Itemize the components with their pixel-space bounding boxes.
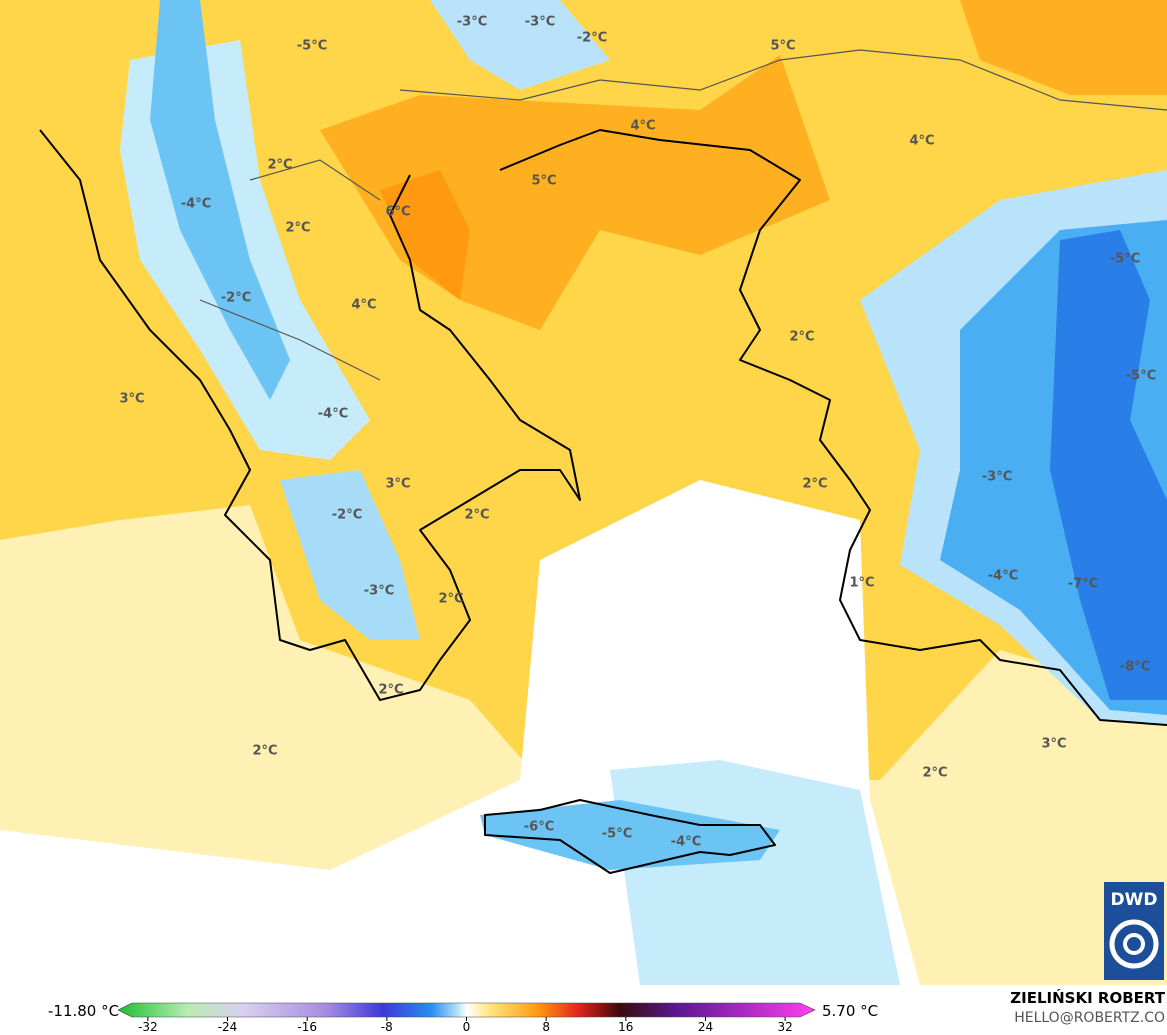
temperature-label: -5°C bbox=[602, 827, 632, 842]
logo-icon bbox=[1123, 933, 1145, 955]
colorbar-bar bbox=[117, 1002, 816, 1018]
temperature-label: -5°C bbox=[1126, 369, 1156, 384]
temperature-label: 3°C bbox=[385, 477, 410, 492]
temperature-label: 3°C bbox=[119, 392, 144, 407]
temperature-label: -4°C bbox=[671, 835, 701, 850]
temperature-label: 2°C bbox=[438, 592, 463, 607]
logo-icon bbox=[1109, 919, 1159, 969]
temperature-label: 2°C bbox=[378, 683, 403, 698]
temperature-label: 3°C bbox=[1041, 737, 1066, 752]
temperature-label: 2°C bbox=[789, 330, 814, 345]
field bbox=[610, 760, 900, 985]
temperature-label: -4°C bbox=[181, 197, 211, 212]
field bbox=[380, 170, 470, 300]
colorbar-min: -11.80 °C bbox=[48, 1002, 119, 1020]
field bbox=[280, 470, 420, 640]
coastline bbox=[39, 129, 581, 701]
colorbar-tick-label: 24 bbox=[698, 1020, 713, 1034]
field bbox=[430, 0, 610, 90]
colorbar-tick-label: -8 bbox=[381, 1020, 393, 1034]
border bbox=[399, 49, 1167, 111]
colorbar-tick-label: -24 bbox=[218, 1020, 238, 1034]
temperature-label: 2°C bbox=[802, 477, 827, 492]
temperature-label: -2°C bbox=[221, 291, 251, 306]
temperature-label: 2°C bbox=[922, 766, 947, 781]
temperature-label: -4°C bbox=[988, 569, 1018, 584]
field bbox=[1050, 230, 1167, 700]
colorbar-tick-label: -16 bbox=[297, 1020, 317, 1034]
temperature-label: 2°C bbox=[267, 158, 292, 173]
temperature-label: -5°C bbox=[297, 39, 327, 54]
logo: DWD bbox=[1104, 882, 1164, 980]
author: ZIELIŃSKI ROBERT bbox=[1010, 988, 1165, 1007]
colorbar-max: 5.70 °C bbox=[822, 1002, 878, 1020]
temperature-label: 4°C bbox=[630, 119, 655, 134]
temperature-label: -3°C bbox=[457, 15, 487, 30]
coastline bbox=[499, 129, 1167, 726]
colorbar-tick-label: 32 bbox=[777, 1020, 792, 1034]
temperature-label: 5°C bbox=[531, 174, 556, 189]
map bbox=[0, 0, 1167, 985]
field bbox=[960, 0, 1167, 95]
temperature-label: -5°C bbox=[1110, 252, 1140, 267]
temperature-labels: -3°C -3°C -2°C -5°C 5°C 4°C 4°C 2°C 5°C -4°C 6°C 2°… bbox=[119, 15, 1156, 850]
colorbar-tick-label: 0 bbox=[463, 1020, 471, 1034]
colorbar-tick-label: -32 bbox=[138, 1020, 158, 1034]
temperature-label: 2°C bbox=[252, 744, 277, 759]
temperature-label: -7°C bbox=[1068, 577, 1098, 592]
temperature-label: -2°C bbox=[577, 31, 607, 46]
temperature-label: -2°C bbox=[332, 508, 362, 523]
email: HELLO@ROBERTZ.CO bbox=[1014, 1010, 1165, 1026]
temperature-label: -3°C bbox=[525, 15, 555, 30]
field bbox=[150, 0, 290, 400]
coastline bbox=[484, 799, 776, 874]
temperature-label: 4°C bbox=[351, 298, 376, 313]
temperature-label: 2°C bbox=[464, 508, 489, 523]
temperature-label: 6°C bbox=[385, 205, 410, 220]
temperature-label: 1°C bbox=[849, 576, 874, 591]
temperature-label: 2°C bbox=[285, 221, 310, 236]
border bbox=[199, 159, 381, 381]
colorbar: -11.80 °C 5.70 °C ZIELIŃSKI ROBERT HELLO… bbox=[48, 988, 1166, 1034]
colorbar-tick-label: 16 bbox=[618, 1020, 633, 1034]
logo-text: DWD bbox=[1111, 890, 1158, 910]
temperature-label: -6°C bbox=[524, 820, 554, 835]
temperature-label: -3°C bbox=[364, 584, 394, 599]
temperature-label: -3°C bbox=[982, 470, 1012, 485]
temperature-label: -4°C bbox=[318, 407, 348, 422]
temperature-label: 5°C bbox=[770, 39, 795, 54]
temperature-label: 4°C bbox=[909, 134, 934, 149]
colorbar-tick-label: 8 bbox=[542, 1020, 550, 1034]
temperature-label: -8°C bbox=[1120, 660, 1150, 675]
